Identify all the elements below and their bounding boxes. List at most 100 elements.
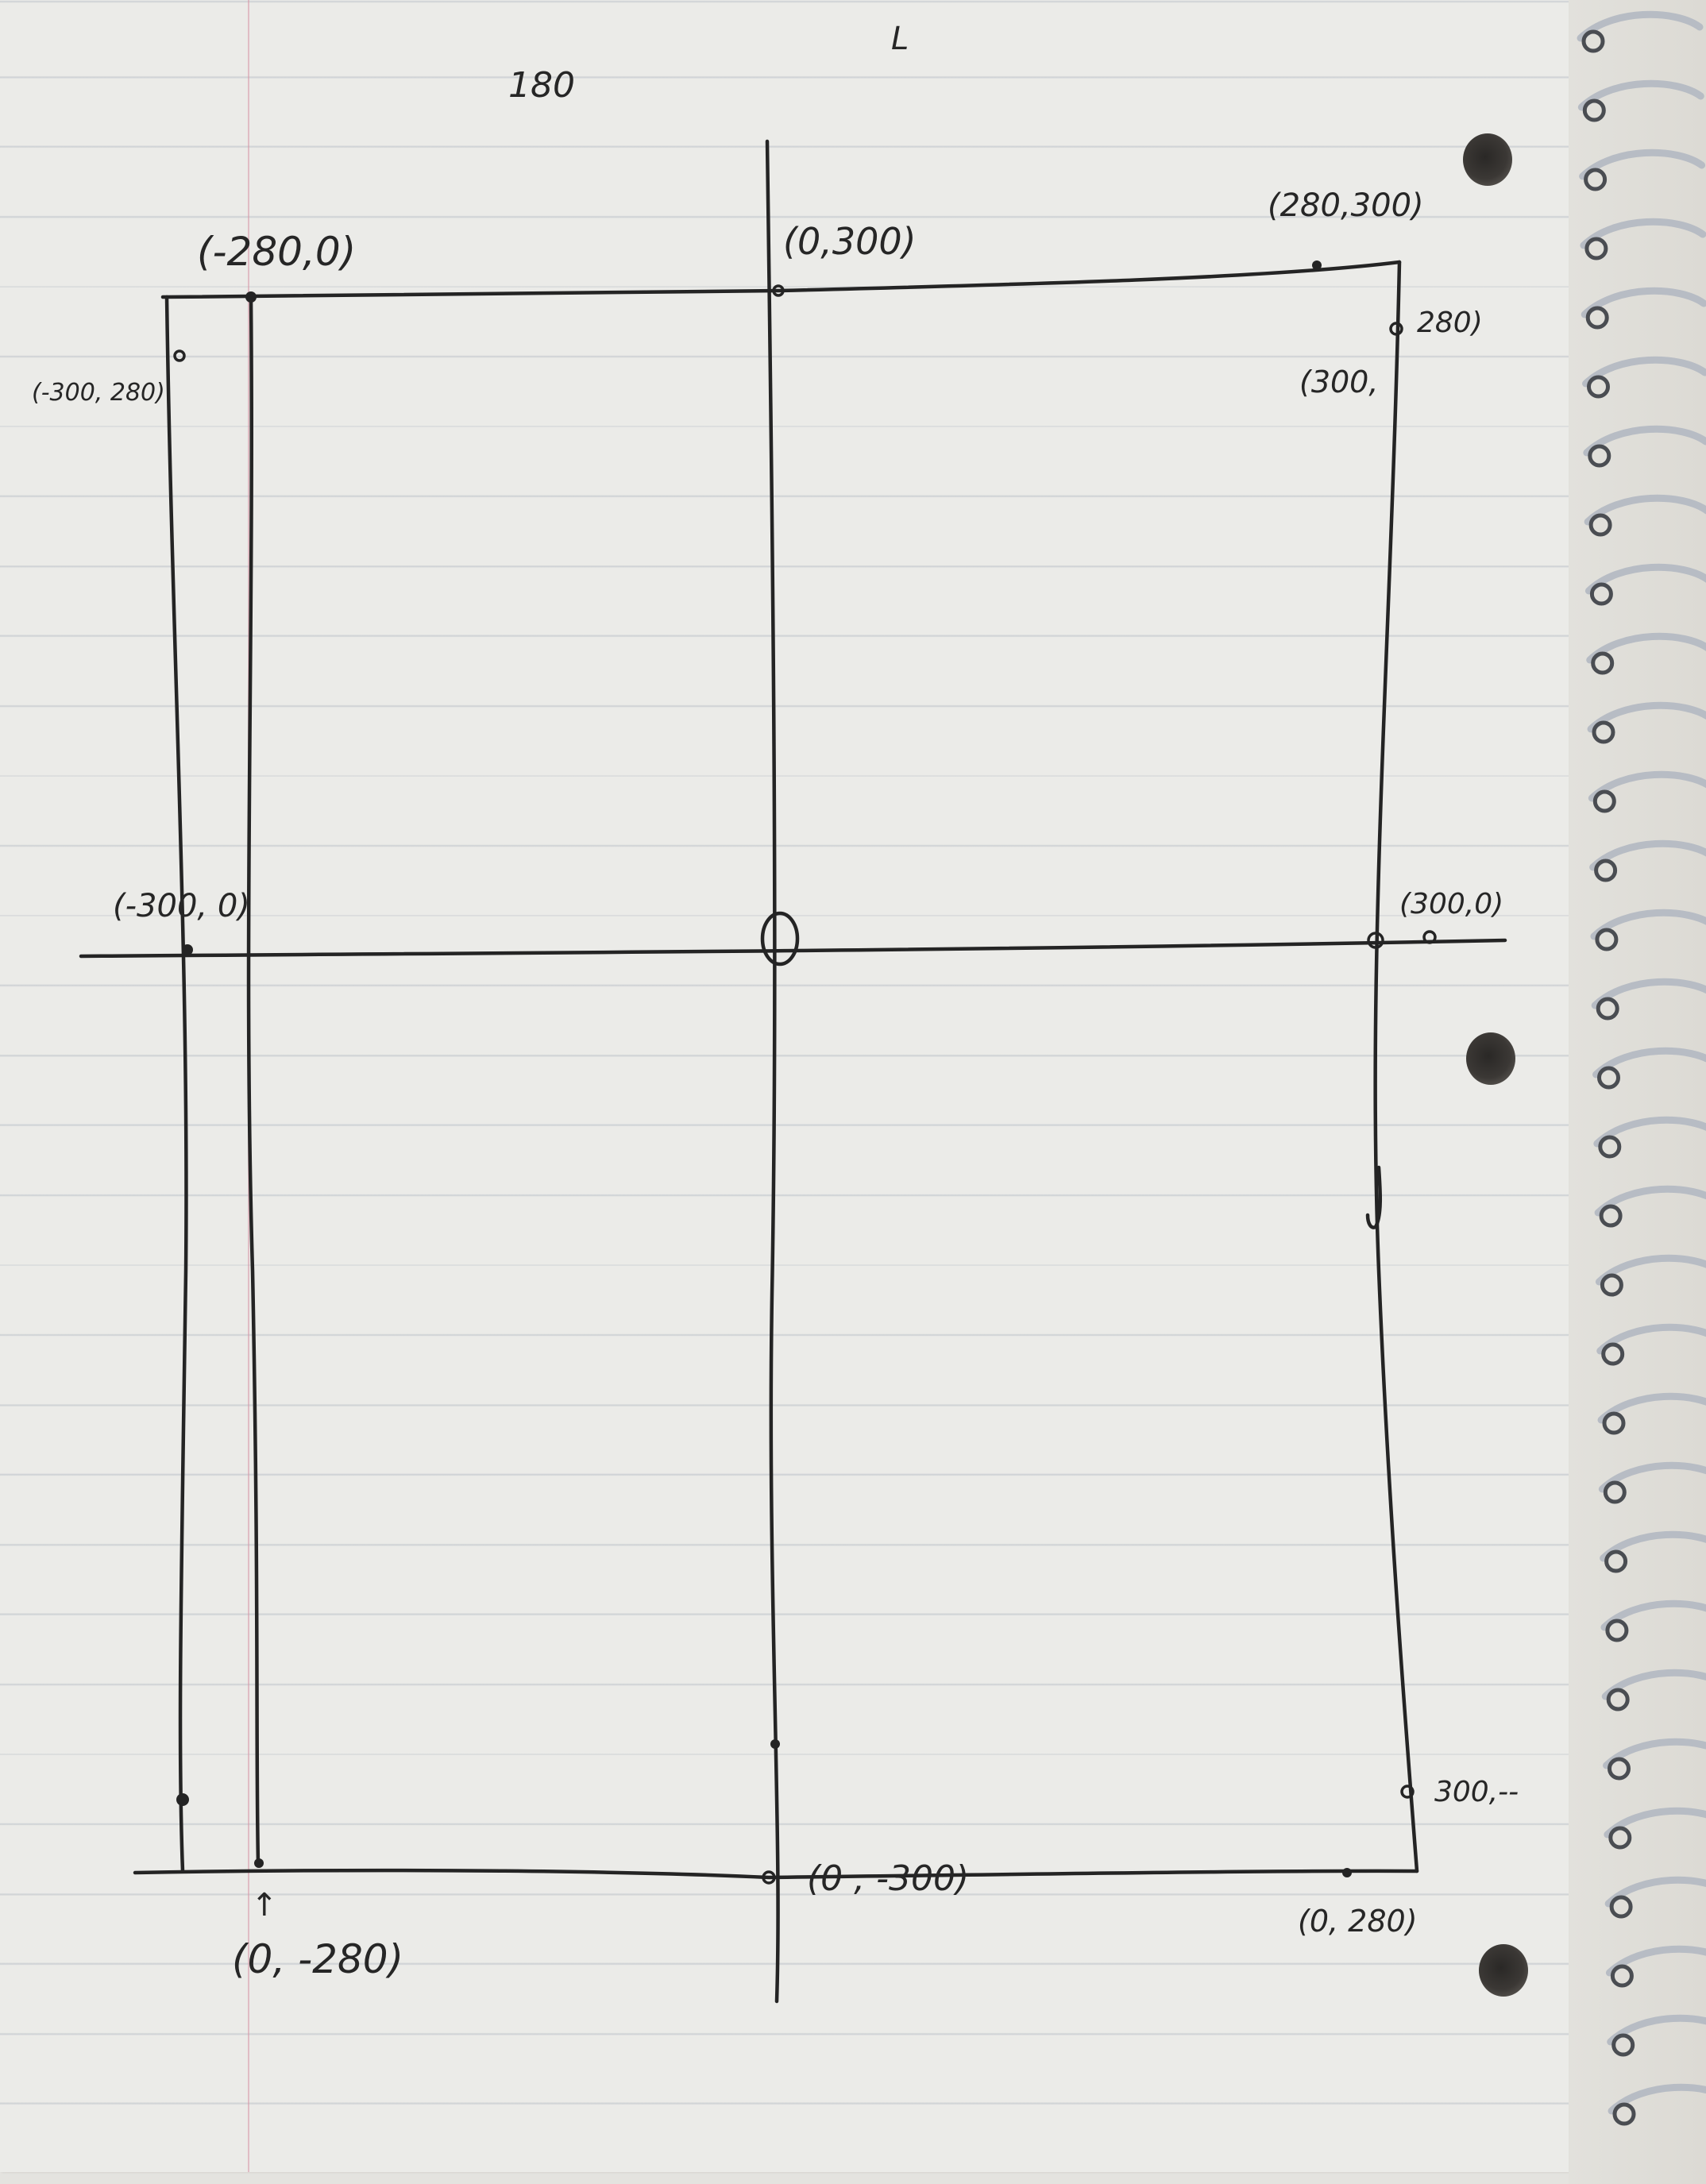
arrow-mark: ↑ <box>251 1887 278 1924</box>
top-number-note: 180 <box>508 65 575 106</box>
point-marker <box>1342 1868 1352 1877</box>
punch-hole <box>1463 133 1512 186</box>
point-marker <box>182 944 193 955</box>
binding-hole <box>1603 1480 1627 1504</box>
binding-hole <box>1581 29 1605 53</box>
binding-hole <box>1594 859 1618 882</box>
x-axis <box>79 938 1507 959</box>
binding-hole <box>1582 98 1606 122</box>
spiral-loop <box>1582 356 1706 388</box>
binding-hole <box>1596 997 1619 1021</box>
spiral-loop <box>1603 1738 1706 1769</box>
binding-hole <box>1595 928 1619 951</box>
binding-hole <box>1592 720 1615 744</box>
spiral-loop <box>1594 1185 1706 1217</box>
spiral-loop <box>1600 1599 1706 1631</box>
binding-hole <box>1600 1273 1623 1297</box>
label-top-center: (0,300) <box>783 220 917 263</box>
spiral-loop <box>1604 1807 1706 1839</box>
label-bottom-right: (0, 280) <box>1298 1904 1418 1939</box>
label-top-right: (280,300) <box>1268 187 1424 224</box>
point-marker <box>245 291 257 303</box>
y-axis <box>765 139 780 2004</box>
point-marker <box>1367 932 1384 949</box>
spiral-loop <box>1580 218 1706 249</box>
point-marker <box>1312 260 1322 270</box>
binding-hole <box>1588 513 1612 537</box>
spiral-loop <box>1607 2014 1706 2046</box>
label-bottom-center: (0 , -300) <box>807 1858 969 1899</box>
spiral-loop <box>1596 1323 1706 1355</box>
point-marker <box>770 1739 780 1749</box>
binding-hole <box>1602 1411 1626 1435</box>
spiral-loop <box>1577 10 1704 42</box>
spiral-loop <box>1597 1392 1706 1424</box>
binding-hole <box>1598 1135 1622 1159</box>
punch-hole <box>1479 1944 1528 1997</box>
spiral-loop <box>1605 1945 1706 1977</box>
spiral-loop <box>1579 149 1706 180</box>
spiral-loop <box>1608 2083 1706 2115</box>
spiral-loop <box>1601 1669 1706 1700</box>
lined-paper <box>0 0 1569 2172</box>
binding-hole <box>1588 444 1611 468</box>
label-left-mid: (-300, 0) <box>113 888 250 924</box>
label-bottom-left: (0, -280) <box>232 1936 403 1982</box>
spiral-loop <box>1586 632 1706 664</box>
binding-hole <box>1599 1204 1623 1228</box>
point-marker <box>176 1793 189 1806</box>
spiral-loop <box>1598 1461 1706 1493</box>
label-right-upper-b: (300, <box>1299 365 1378 399</box>
point-marker <box>173 349 186 362</box>
label-top-left: (-280,0) <box>197 229 356 275</box>
spiral-coil <box>1577 10 1706 2126</box>
rectangle-top-edge <box>160 260 1402 299</box>
binding-hole <box>1609 1895 1633 1919</box>
punch-hole <box>1466 1032 1515 1085</box>
corner-mark-note: L <box>891 21 909 57</box>
spiral-loop <box>1592 1047 1706 1078</box>
binding-hole <box>1608 1757 1631 1781</box>
spiral-loop <box>1604 1876 1706 1908</box>
point-marker <box>1389 322 1403 336</box>
spiral-loop <box>1587 701 1706 733</box>
binding-hole <box>1606 1688 1630 1711</box>
binding-hole <box>1597 1066 1620 1090</box>
binding-hole <box>1610 1964 1634 1988</box>
point-marker <box>1400 1785 1415 1799</box>
point-marker <box>772 284 785 297</box>
binding-hole <box>1611 2033 1635 2057</box>
spiral-loop <box>1581 287 1706 318</box>
spiral-loop <box>1584 494 1706 526</box>
binding-hole <box>1608 1826 1632 1850</box>
point-marker <box>1422 930 1437 944</box>
binding-hole <box>1584 237 1608 260</box>
spiral-loop <box>1577 79 1704 111</box>
spiral-loop <box>1584 563 1706 595</box>
spiral-loop <box>1588 770 1706 802</box>
rectangle-left-edge <box>164 295 188 1873</box>
binding-hole <box>1605 1619 1629 1642</box>
binding-hole <box>1585 306 1609 330</box>
origin-circle <box>760 911 800 967</box>
binding-hole <box>1601 1342 1625 1366</box>
spiral-loop <box>1591 978 1706 1009</box>
spiral-loop <box>1600 1530 1706 1562</box>
spiral-loop <box>1589 839 1706 871</box>
point-marker <box>254 1858 264 1868</box>
binding-hole <box>1612 2102 1636 2126</box>
label-right-lower: 300,-- <box>1434 1776 1519 1808</box>
rectangle-bottom-edge <box>133 1868 1419 1880</box>
rectangle-right-edge <box>1373 260 1419 1873</box>
label-left-upper: (-300, 280) <box>32 379 165 407</box>
binding-hole <box>1587 375 1610 399</box>
point-marker <box>762 1870 776 1885</box>
binding-hole <box>1589 582 1613 606</box>
right-edge-tick <box>1365 1165 1383 1229</box>
spiral-loop <box>1595 1254 1706 1286</box>
binding-hole <box>1604 1549 1628 1573</box>
binding-hole <box>1592 789 1616 813</box>
spiral-loop <box>1590 909 1706 940</box>
